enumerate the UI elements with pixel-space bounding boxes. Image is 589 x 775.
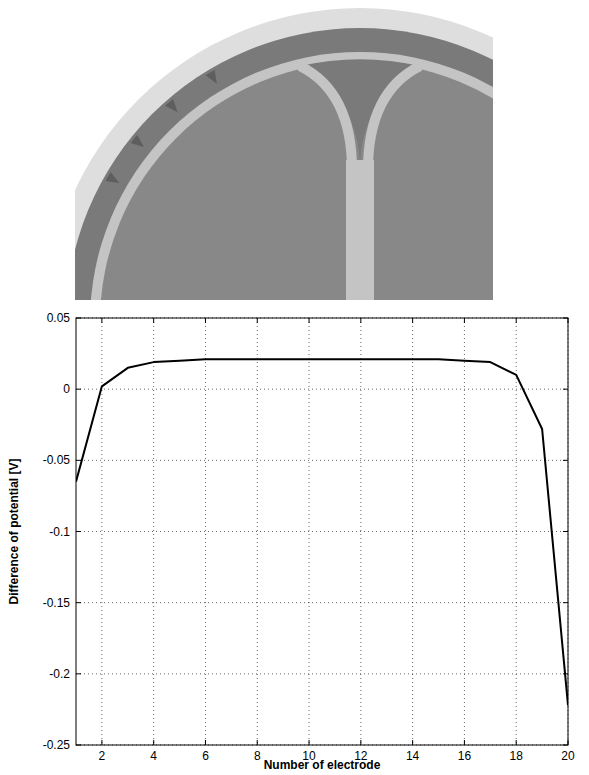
electrode bbox=[131, 135, 144, 147]
grid-line bbox=[76, 460, 568, 461]
tick bbox=[464, 740, 465, 745]
fissure-top bbox=[300, 59, 420, 170]
tick-label: 16 bbox=[458, 749, 472, 763]
grid-line bbox=[76, 531, 568, 532]
grid-line bbox=[153, 318, 154, 745]
tick bbox=[76, 460, 81, 461]
grid-line bbox=[101, 318, 102, 745]
fissure-arm bbox=[300, 66, 352, 170]
tick bbox=[516, 318, 517, 323]
tick bbox=[76, 602, 81, 603]
tick bbox=[257, 740, 258, 745]
tick bbox=[76, 531, 81, 532]
tick-label: -0.15 bbox=[43, 596, 71, 610]
tick bbox=[464, 318, 465, 323]
tick bbox=[76, 389, 81, 390]
tick-label: -0.05 bbox=[43, 453, 71, 467]
tick-label: -0.1 bbox=[49, 525, 70, 539]
grid-line bbox=[76, 602, 568, 603]
tick-label: 18 bbox=[510, 749, 524, 763]
tick bbox=[309, 318, 310, 323]
axes: 2468101214161820-0.25-0.2-0.15-0.1-0.050… bbox=[43, 311, 575, 763]
fissure-arm bbox=[368, 66, 420, 170]
electrode bbox=[165, 99, 177, 112]
tick bbox=[205, 740, 206, 745]
tick bbox=[101, 318, 102, 323]
tick bbox=[257, 318, 258, 323]
tick bbox=[412, 740, 413, 745]
tick bbox=[76, 673, 81, 674]
skull bbox=[75, 28, 493, 300]
fissure bbox=[346, 160, 374, 300]
tick bbox=[309, 740, 310, 745]
tick bbox=[563, 531, 568, 532]
tick-label: 6 bbox=[202, 749, 209, 763]
tick bbox=[412, 318, 413, 323]
tick-label: 4 bbox=[150, 749, 157, 763]
csf bbox=[90, 52, 493, 300]
tick bbox=[360, 318, 361, 323]
grid-line bbox=[76, 389, 568, 390]
tick-label: -0.25 bbox=[43, 738, 71, 752]
tick bbox=[563, 389, 568, 390]
y-axis-title: Difference of potential [V] bbox=[7, 458, 21, 604]
tick-label: 0.05 bbox=[47, 311, 71, 325]
page: 2468101214161820-0.25-0.2-0.15-0.1-0.050… bbox=[0, 0, 589, 775]
tick bbox=[516, 740, 517, 745]
x-axis-title: Number of electrode bbox=[264, 758, 381, 772]
tick-label: 20 bbox=[561, 749, 575, 763]
plot-area bbox=[76, 318, 568, 745]
tick bbox=[153, 740, 154, 745]
scalp bbox=[75, 8, 493, 300]
tick-label: 14 bbox=[406, 749, 420, 763]
electrode bbox=[105, 172, 119, 183]
data-group bbox=[76, 359, 568, 705]
tick bbox=[205, 318, 206, 323]
tick-label: 2 bbox=[99, 749, 106, 763]
data-line bbox=[76, 359, 568, 705]
tick-label: -0.2 bbox=[49, 667, 70, 681]
tick bbox=[360, 740, 361, 745]
brain bbox=[100, 62, 493, 300]
tick bbox=[101, 740, 102, 745]
grid-line bbox=[76, 673, 568, 674]
tick bbox=[563, 460, 568, 461]
head-model bbox=[75, 6, 493, 300]
tick bbox=[153, 318, 154, 323]
tick-label: 8 bbox=[254, 749, 261, 763]
tick-label: 0 bbox=[63, 382, 70, 396]
electrode bbox=[206, 70, 217, 84]
plot-frame bbox=[76, 318, 568, 745]
grid-line bbox=[205, 318, 206, 745]
tick bbox=[563, 602, 568, 603]
